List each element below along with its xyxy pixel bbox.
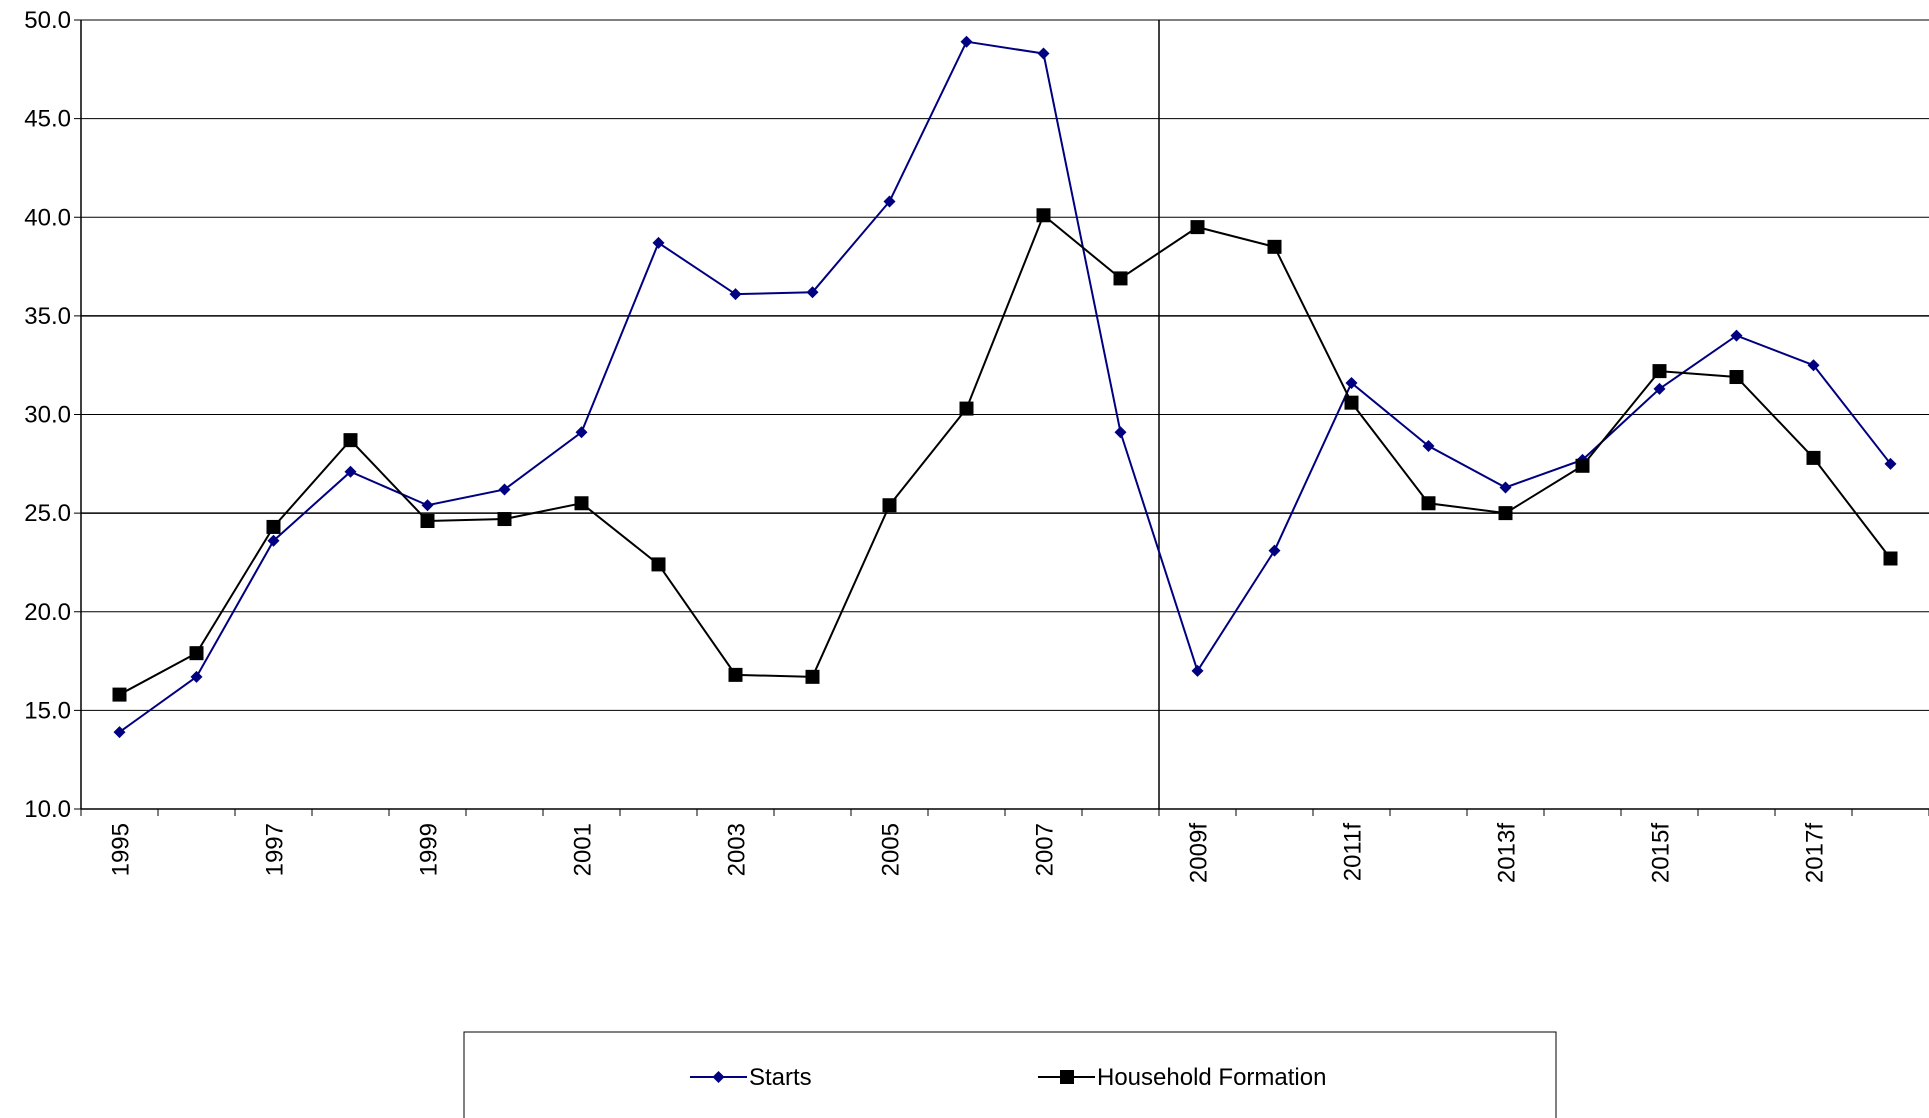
data-point-starts <box>1345 376 1358 389</box>
x-tick-label: 2015f <box>1648 823 1675 883</box>
legend: Starts Household Formation <box>463 1031 1557 1118</box>
y-tick-label: 20.0 <box>24 599 71 626</box>
y-tick-label: 40.0 <box>24 204 71 231</box>
legend-household-marker <box>1060 1070 1074 1084</box>
legend-starts-marker <box>712 1071 725 1083</box>
data-point-household-formation <box>728 667 743 682</box>
data-point-starts <box>113 726 126 739</box>
data-point-starts <box>1653 382 1666 395</box>
data-point-starts <box>729 288 742 301</box>
data-point-starts <box>806 286 819 299</box>
x-tick-label: 1999 <box>416 823 443 876</box>
x-axis-tick-labels: 1995 1997 1999 2001 2003 2005 2007 2009f 2011f 20… <box>108 823 1829 883</box>
x-tick-label: 2007 <box>1032 823 1059 876</box>
data-point-starts <box>344 465 357 478</box>
data-point-starts <box>883 195 896 208</box>
series-line-starts <box>118 40 1892 733</box>
data-point-starts <box>575 426 588 439</box>
y-tick-label: 45.0 <box>24 106 71 133</box>
x-tick-label: 2009f <box>1186 823 1213 883</box>
y-tick-label: 25.0 <box>24 500 71 527</box>
legend-label-household-formation: Household Formation <box>1097 1064 1326 1091</box>
data-point-household-formation <box>1575 458 1590 473</box>
data-point-household-formation <box>1421 496 1436 511</box>
data-point-starts <box>1268 544 1281 557</box>
data-point-starts <box>421 499 434 512</box>
x-tick-label: 2011f <box>1340 823 1367 882</box>
data-point-starts <box>1191 664 1204 677</box>
y-tick-label: 15.0 <box>24 697 71 724</box>
data-point-household-formation <box>1036 208 1051 223</box>
y-tick-label: 50.0 <box>24 7 71 34</box>
data-point-household-formation <box>651 557 666 572</box>
series-lines <box>118 40 1892 733</box>
data-point-household-formation <box>574 496 589 511</box>
data-point-starts <box>1730 329 1743 342</box>
data-point-starts <box>1499 481 1512 494</box>
x-tick-label: 2005 <box>878 823 905 876</box>
y-tick-label: 10.0 <box>24 796 71 823</box>
x-tick-label: 1997 <box>262 823 289 876</box>
legend-box <box>463 1031 1557 1118</box>
data-point-household-formation <box>189 646 204 661</box>
data-point-household-formation <box>1190 220 1205 235</box>
y-tick-label: 30.0 <box>24 402 71 429</box>
data-point-household-formation <box>882 498 897 513</box>
data-point-household-formation <box>1806 450 1821 465</box>
data-point-household-formation <box>1652 364 1667 379</box>
data-point-starts <box>1422 440 1435 453</box>
data-point-starts <box>1037 47 1050 60</box>
axes <box>74 19 1929 816</box>
data-point-starts <box>1114 426 1127 439</box>
data-point-household-formation <box>959 401 974 416</box>
data-point-household-formation <box>343 433 358 448</box>
x-tick-label: 1995 <box>108 823 135 876</box>
series-markers <box>112 35 1898 739</box>
data-point-household-formation <box>805 669 820 684</box>
x-tick-label: 2017f <box>1802 823 1829 883</box>
y-axis-tick-labels: 10.0 15.0 20.0 25.0 30.0 35.0 40.0 45.0 50.0 <box>24 7 71 823</box>
data-point-starts <box>1884 457 1897 470</box>
x-tick-label: 2001 <box>570 823 597 876</box>
data-point-household-formation <box>1729 370 1744 385</box>
data-point-household-formation <box>1883 551 1898 566</box>
gridlines <box>81 19 1929 810</box>
data-point-household-formation <box>1113 271 1128 286</box>
x-tick-label: 2013f <box>1494 823 1521 883</box>
data-point-household-formation <box>1267 239 1282 254</box>
data-point-household-formation <box>420 514 435 529</box>
data-point-household-formation <box>112 687 127 702</box>
data-point-starts <box>652 236 665 249</box>
data-point-household-formation <box>1498 506 1513 521</box>
data-point-starts <box>960 35 973 48</box>
data-point-household-formation <box>1344 395 1359 410</box>
series-line-household-formation <box>119 213 1892 696</box>
data-point-starts <box>267 534 280 547</box>
data-point-starts <box>1807 359 1820 372</box>
data-point-household-formation <box>266 519 281 534</box>
y-tick-label: 35.0 <box>24 303 71 330</box>
data-point-starts <box>498 483 511 496</box>
legend-label-starts: Starts <box>749 1064 812 1091</box>
data-point-household-formation <box>497 512 512 527</box>
data-point-starts <box>190 670 203 683</box>
x-tick-label: 2003 <box>724 823 751 876</box>
